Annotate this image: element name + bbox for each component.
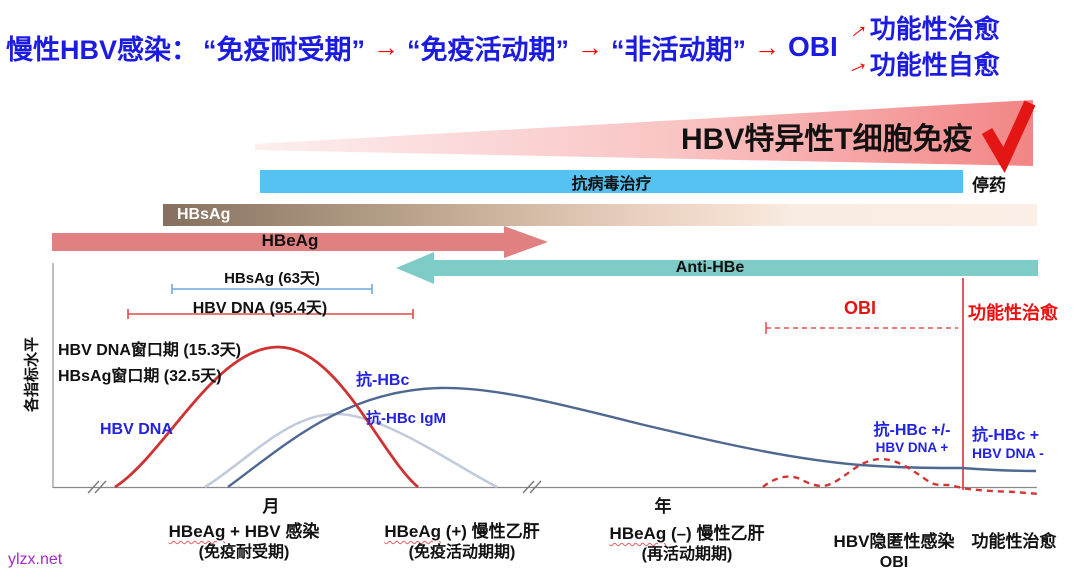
arrow-right-icon: → [754,31,781,62]
hbsag-duration-label: HBsAg (63天) [224,270,320,287]
title-stage-inactive: “非活动期” [611,34,747,65]
axis-break-left [87,480,107,494]
phase-label-functional-cure: 功能性治愈 [908,531,1080,553]
phase-term: HBeAg [609,524,667,543]
marker-post-line1: 抗-HBc + [972,427,1040,444]
phase-text: (–) 慢性乙肝 [666,524,765,543]
marker-anti-hbc-pre: 抗-HBc +/- HBV DNA + [862,422,962,456]
arrow-right-icon: → [373,31,400,62]
hbvdna-duration-label: HBV DNA (95.4天) [192,300,328,317]
phase-subtext: (免疫活动期期) [408,544,516,562]
x-tick-month: 月 [262,497,280,516]
hbsag-bar-label: HBsAg [177,206,231,223]
hbv-dna-curve-label: HBV DNA [100,421,173,438]
axis-break-right [522,480,542,494]
anti-hbe-arrow [396,252,1038,284]
t-cell-immunity-label: HBV特异性T细胞免疫 [681,123,973,156]
phase-term: HBeAg [168,522,226,541]
phase-label-immune-tolerant: HBeAg + HBV 感染 (免疫耐受期) [138,521,350,564]
phase-label-immune-active: HBeAg (+) 慢性乙肝 (免疫活动期期) [356,521,568,564]
marker-pre-line1: 抗-HBc +/- [873,422,951,439]
marker-post-line2: HBV DNA - [972,445,1044,462]
phase-label-reactivation: HBeAg (–) 慢性乙肝 (再活动期期) [581,523,793,566]
stop-drug-label: 停药 [972,176,1006,195]
phase-label-occult-infection: HBV隐匿性感染 OBI [788,531,1000,574]
watermark: ylzx.net [8,551,63,568]
hbeag-arrow [52,226,548,258]
page-title: 慢性HBV感染： “免疫耐受期” → “免疫活动期” → “非活动期” → OB… [6,4,1000,90]
phase-term: HBeAg [384,522,441,541]
title-stage-immune-active: “免疫活动期” [407,34,570,65]
arrow-right-icon: → [577,31,604,62]
hbsag-window-note: HBsAg窗口期 (32.5天) [58,368,222,385]
anti-hbc-curve-label: 抗-HBc [356,372,410,389]
curve-anti-hbc [227,386,1037,488]
marker-pre-line2: HBV DNA + [875,440,949,456]
hbvdna-span-line [127,309,414,319]
hbsag-span-line [171,284,373,294]
title-outcome-functional-cure: 功能性治愈 [869,14,1000,44]
checkmark-icon [981,100,1036,173]
phase-text: + HBV 感染 [225,522,320,541]
functional-cure-label: 功能性治愈 [968,303,1058,323]
obi-label: OBI [843,298,876,318]
phase-subtext: OBI [879,554,909,572]
t-cell-immunity-wedge [255,100,1033,166]
curve-anti-hbc-igm [204,412,498,489]
phase-subtext: (再活动期期) [641,546,733,564]
title-stage-obi: OBI [788,31,838,62]
curve-hbv-dna [114,345,419,489]
curve-obi-hbv-dna-dashed [762,457,1041,496]
anti-hbe-arrow-label: Anti-HBe [675,259,745,276]
title-prefix: 慢性HBV感染： [6,34,199,65]
phase-text: 功能性治愈 [971,532,1057,551]
marker-anti-hbc-post: 抗-HBc + HBV DNA - [972,427,1044,461]
title-outcome-functional-self-cure: 功能性自愈 [869,50,1000,80]
antiviral-therapy-label: 抗病毒治疗 [571,175,652,193]
phase-subtext: (免疫耐受期) [198,544,290,562]
hbsag-bar: HBsAg [163,204,1037,226]
hbeag-arrow-label: HBeAg [261,231,319,250]
title-stage-immune-tolerant: “免疫耐受期” [203,34,366,65]
x-tick-year: 年 [654,497,672,516]
anti-hbc-igm-curve-label: 抗-HBc IgM [366,410,446,427]
phase-text: HBV隐匿性感染 [833,532,955,551]
hbvdna-window-note: HBV DNA窗口期 (15.3天) [58,342,242,359]
phase-text: (+) 慢性乙肝 [440,522,540,541]
antiviral-therapy-bar: 抗病毒治疗 [260,170,963,193]
y-axis-label: 各指标水平 [23,337,41,413]
title-outcome-branch: → 功能性治愈 → 功能性自愈 [839,11,1000,83]
